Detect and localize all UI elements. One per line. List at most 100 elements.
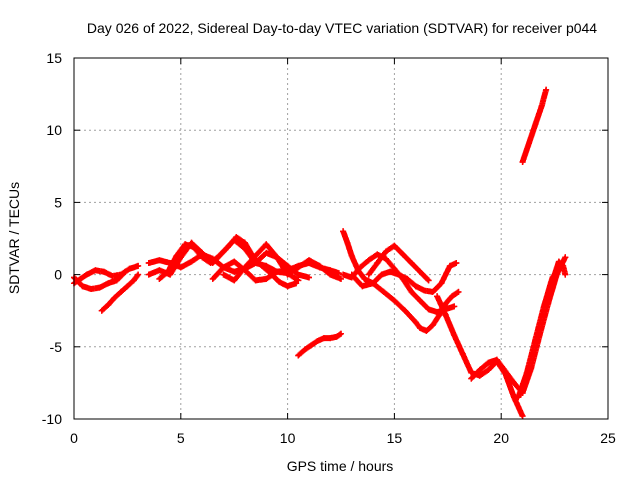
data-series-arc-f — [156, 234, 300, 290]
data-point — [344, 239, 351, 246]
y-tick-label: 0 — [54, 267, 62, 283]
data-point — [485, 359, 492, 366]
data-point — [348, 271, 355, 278]
data-point — [417, 268, 423, 275]
data-point — [83, 271, 90, 278]
data-point — [105, 301, 112, 308]
data-point — [190, 244, 197, 251]
y-tick-label: 15 — [46, 50, 62, 66]
data-series-arc-b — [71, 268, 129, 292]
data-point — [220, 271, 227, 278]
data-series-arc-i — [295, 330, 344, 359]
data-point — [273, 254, 280, 261]
data-series-arc-q — [547, 258, 569, 292]
data-point — [182, 241, 189, 248]
data-point — [511, 379, 517, 386]
data-point — [145, 271, 152, 278]
y-tick-label: 10 — [46, 122, 62, 138]
data-point — [100, 268, 107, 275]
data-point — [442, 300, 449, 307]
y-tick-label: -5 — [50, 339, 63, 355]
data-point — [357, 264, 364, 271]
data-point — [399, 251, 406, 258]
plot-frame — [73, 57, 609, 420]
x-tick-label: 5 — [177, 430, 185, 446]
data-point — [374, 251, 381, 258]
data-point — [382, 255, 389, 262]
data-point — [417, 297, 423, 304]
data-point — [306, 257, 312, 264]
data-point — [231, 258, 238, 265]
data-point — [455, 288, 462, 295]
data-point — [314, 338, 321, 344]
data-point — [476, 372, 483, 379]
data-series-arc-l — [348, 271, 462, 334]
data-point — [380, 288, 387, 295]
data-point — [96, 284, 103, 291]
data-point — [177, 264, 184, 271]
data-point — [429, 322, 436, 329]
data-point — [519, 159, 526, 165]
data-point — [361, 275, 368, 282]
data-series-arc-r — [519, 86, 550, 165]
y-axis-label: SDTVAR / TECUs — [6, 182, 22, 294]
data-point — [451, 332, 458, 339]
data-point — [423, 327, 430, 334]
data-point — [338, 275, 344, 282]
data-point — [231, 268, 238, 275]
data-point — [502, 368, 509, 375]
data-point — [135, 271, 142, 278]
data-point — [378, 271, 385, 278]
data-point — [333, 333, 340, 340]
data-point — [359, 283, 366, 290]
data-point — [562, 254, 569, 261]
data-point — [188, 258, 195, 265]
x-tick-label: 10 — [280, 430, 296, 446]
data-point — [412, 319, 419, 326]
data-point — [98, 307, 105, 314]
data-point — [449, 293, 456, 300]
data-point — [532, 121, 539, 128]
data-point — [391, 265, 398, 272]
data-point — [124, 283, 131, 290]
plot-area — [71, 86, 569, 420]
data-point — [301, 346, 308, 353]
data-point — [425, 277, 432, 284]
data-point — [295, 352, 302, 359]
data-point — [468, 375, 475, 382]
data-point — [436, 312, 443, 318]
data-point — [316, 262, 323, 269]
data-point — [276, 278, 283, 285]
data-point — [224, 244, 231, 251]
chart-title: Day 026 of 2022, Sidereal Day-to-day VTE… — [87, 20, 597, 36]
data-point — [252, 252, 259, 259]
data-point — [209, 275, 216, 282]
data-point — [382, 248, 389, 255]
data-point — [543, 86, 550, 93]
data-point — [540, 303, 547, 310]
data-point — [412, 283, 419, 290]
data-point — [515, 394, 522, 401]
data-point — [220, 264, 227, 271]
data-point — [284, 283, 291, 290]
data-point — [118, 288, 124, 295]
data-point — [79, 283, 86, 290]
data-point — [130, 277, 137, 284]
data-point — [207, 260, 214, 266]
data-point — [555, 258, 562, 265]
x-tick-label: 20 — [493, 430, 509, 446]
data-point — [532, 336, 539, 343]
data-point — [156, 257, 163, 264]
data-point — [434, 293, 441, 300]
data-point — [421, 287, 428, 294]
data-point — [295, 277, 302, 284]
data-point — [485, 366, 492, 373]
data-point — [399, 275, 406, 282]
data-point — [135, 262, 142, 269]
data-point — [109, 273, 116, 279]
data-point — [338, 330, 344, 337]
data-point — [199, 254, 206, 261]
data-point — [365, 257, 372, 264]
